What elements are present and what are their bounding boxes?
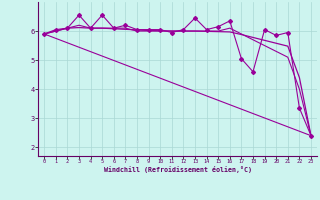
X-axis label: Windchill (Refroidissement éolien,°C): Windchill (Refroidissement éolien,°C) (104, 166, 252, 173)
